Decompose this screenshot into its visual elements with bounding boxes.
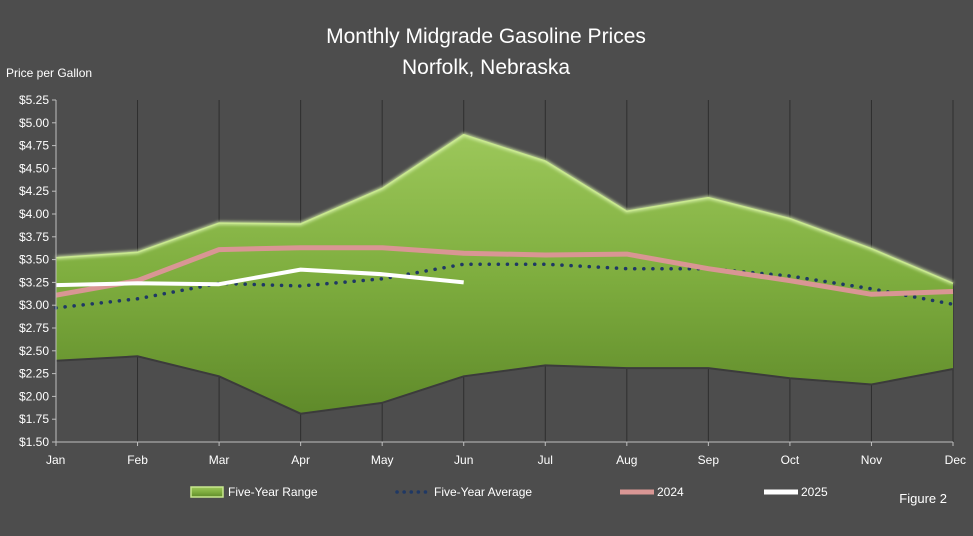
range-layer xyxy=(55,133,954,415)
y-tick-label: $4.75 xyxy=(19,139,49,153)
y-tick-label: $3.50 xyxy=(19,253,49,267)
y-tick-label: $2.00 xyxy=(19,389,49,403)
y-tick-label: $2.50 xyxy=(19,344,49,358)
legend-item-2024: 2024 xyxy=(620,485,684,499)
y-tick-label: $2.25 xyxy=(19,367,49,381)
legend-label: 2024 xyxy=(657,485,684,499)
y-tick-label: $3.25 xyxy=(19,275,49,289)
x-tick-label: Sep xyxy=(698,453,720,467)
x-tick-label: Oct xyxy=(781,453,800,467)
legend-item-2025: 2025 xyxy=(764,485,828,499)
legend-item-five-year-range: Five-Year Range xyxy=(190,485,318,499)
x-tick-label: Nov xyxy=(861,453,882,467)
legend-item-five-year-average: Five-Year Average xyxy=(395,485,532,499)
legend-label: Five-Year Average xyxy=(434,485,532,499)
y-axis-label: Price per Gallon xyxy=(6,66,92,80)
x-tick-label: May xyxy=(371,453,394,467)
figure-label: Figure 2 xyxy=(899,491,947,506)
y-tick-label: $5.00 xyxy=(19,116,49,130)
range-lower-edge xyxy=(55,355,954,415)
x-tick-label: Dec xyxy=(945,453,966,467)
axis-layer: $1.50 $1.75 $2.00 $2.25 $2.50 $2.75 $3.00 $3.25… xyxy=(19,93,966,467)
y-tick-label: $2.75 xyxy=(19,321,49,335)
five-year-range-band xyxy=(56,134,953,414)
x-tick-label: Jul xyxy=(538,453,553,467)
series-layer xyxy=(54,245,955,310)
legend: Five-Year Range Five-Year Average 2024 2025 xyxy=(190,485,828,499)
y-tick-label: $4.25 xyxy=(19,184,49,198)
legend-swatch-range xyxy=(190,486,224,498)
x-tick-label: Apr xyxy=(291,453,310,467)
y-tick-label: $5.25 xyxy=(19,93,49,107)
legend-label: Five-Year Range xyxy=(228,485,318,499)
y-tick-label: $4.00 xyxy=(19,207,49,221)
x-tick-label: Jun xyxy=(454,453,473,467)
legend-label: 2025 xyxy=(801,485,828,499)
y-tick-label: $1.50 xyxy=(19,435,49,449)
chart-title: Monthly Midgrade Gasoline Prices xyxy=(326,25,646,48)
x-tick-label: Aug xyxy=(616,453,637,467)
x-tick-label: Jan xyxy=(46,453,65,467)
x-tick-label: Mar xyxy=(209,453,230,467)
series-line-2024 xyxy=(55,245,954,298)
y-tick-label: $3.75 xyxy=(19,230,49,244)
x-tick-label: Feb xyxy=(127,453,148,467)
y-tick-label: $4.50 xyxy=(19,161,49,175)
series-line-2025 xyxy=(55,267,464,288)
range-upper-line xyxy=(55,133,954,284)
chart-subtitle: Norfolk, Nebraska xyxy=(402,56,570,79)
y-tick-label: $1.75 xyxy=(19,412,49,426)
y-tick-label: $3.00 xyxy=(19,298,49,312)
